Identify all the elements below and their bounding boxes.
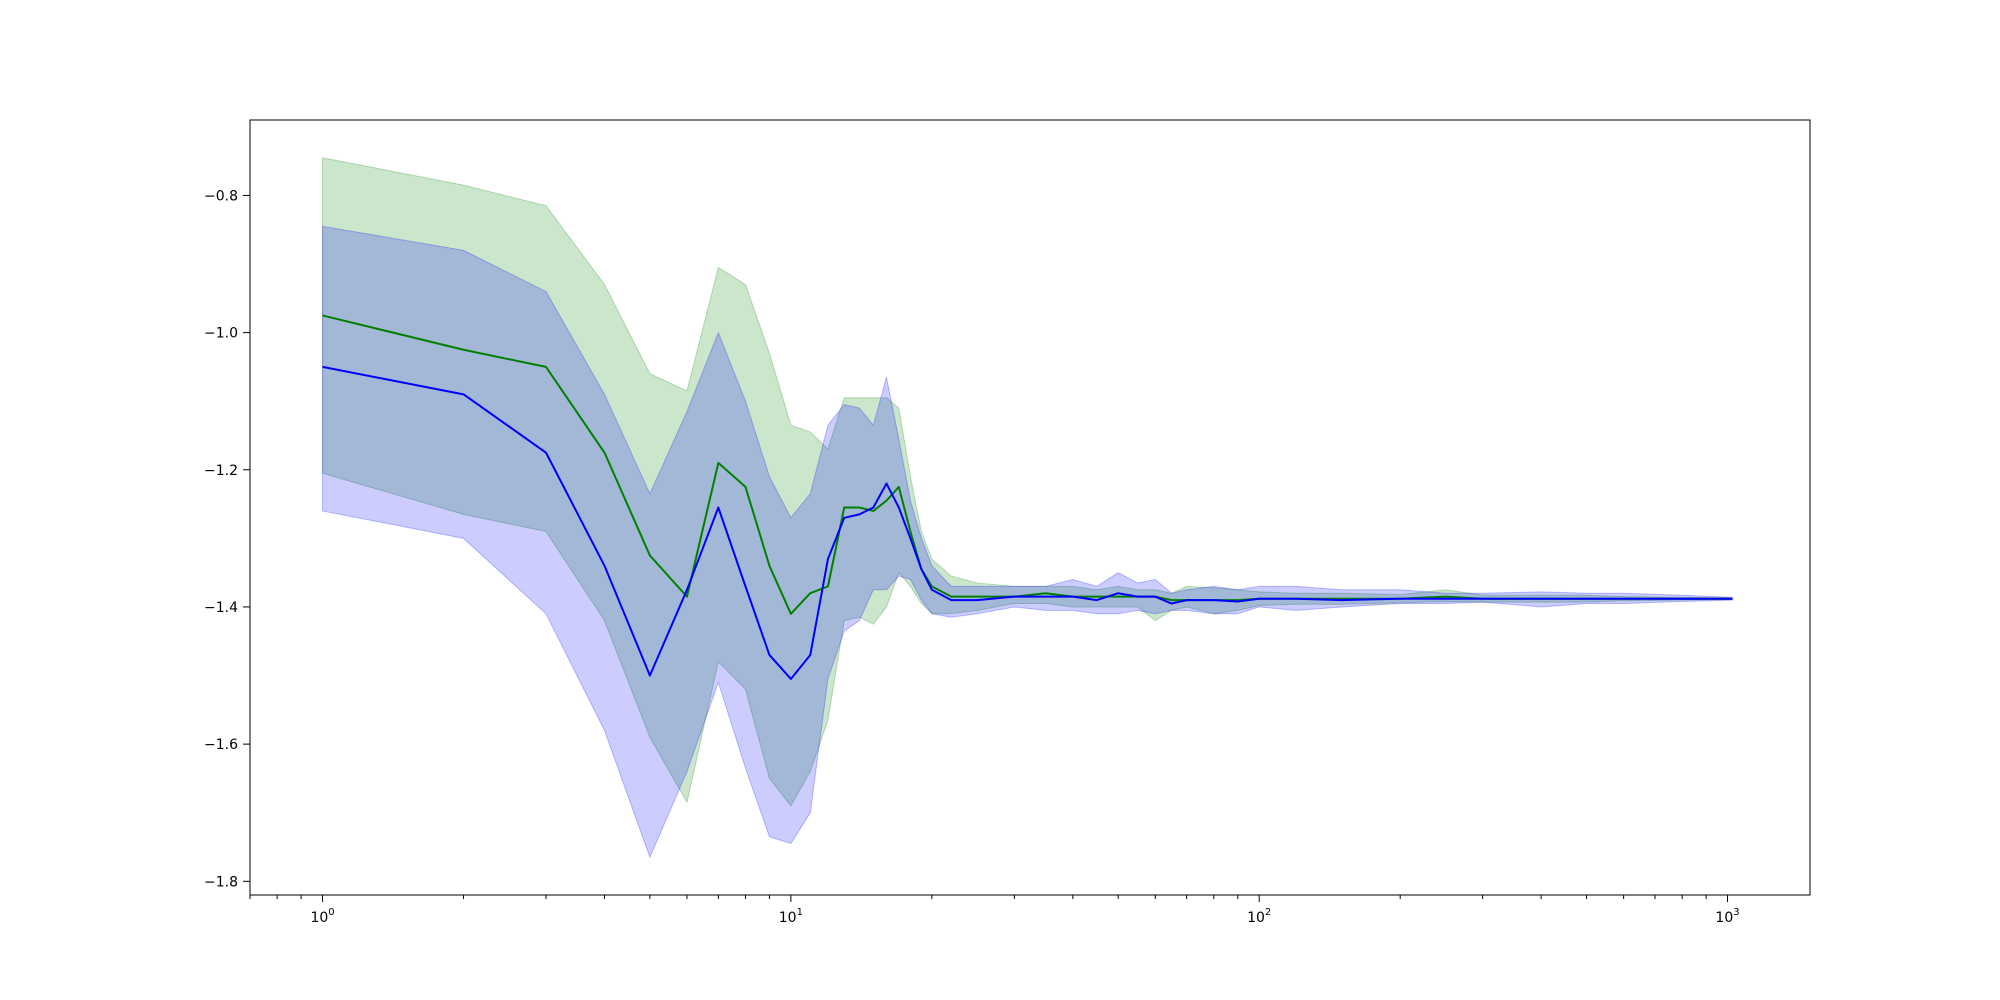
series-lines [322, 314, 1733, 680]
confidence-bands [322, 157, 1733, 859]
series-2-band [322, 225, 1733, 859]
y-tick-label: −1.0 [204, 326, 238, 342]
y-tick-label: −1.2 [204, 463, 238, 479]
y-tick-label: −1.4 [204, 600, 238, 616]
series-2-line [322, 365, 1733, 680]
y-axis: −0.8 −1.0 −1.2 −1.4 −1.6 −1.8 [204, 188, 250, 890]
y-tick-label: −0.8 [204, 188, 238, 204]
y-tick-label: −1.8 [204, 874, 238, 890]
y-tick-label: −1.6 [204, 737, 238, 753]
plot-frame [249, 119, 1811, 896]
x-tick-label: 100 [310, 907, 334, 926]
x-axis: 100 101 102 103 [249, 895, 1740, 926]
x-tick-label: 101 [779, 907, 803, 926]
x-tick-label: 102 [1247, 907, 1271, 926]
x-tick-label: 103 [1715, 907, 1739, 926]
